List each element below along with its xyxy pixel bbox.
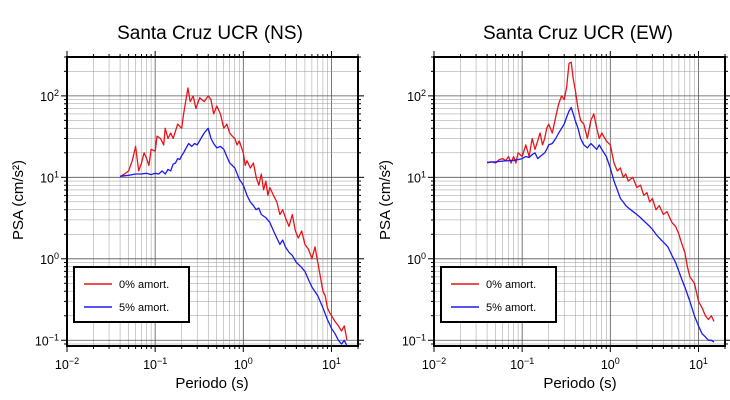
y-tick-label: 101 — [40, 169, 59, 185]
chart-title: Santa Cruz UCR (NS) — [117, 23, 303, 44]
legend: 0% amort. 5% amort. — [73, 266, 190, 323]
chart-ns-panel: Santa Cruz UCR (NS) Periodo (s) PSA (cm/… — [10, 23, 364, 392]
series-group — [486, 61, 715, 343]
series-group — [119, 87, 348, 347]
x-tick-label: 10−1 — [510, 356, 534, 372]
x-tick-label: 10−2 — [55, 356, 79, 372]
y-tick-label: 102 — [407, 88, 426, 104]
legend-box — [73, 266, 190, 323]
x-tick-label: 101 — [322, 356, 341, 372]
chart-ew-panel: Santa Cruz UCR (EW) Periodo (s) PSA (cm/… — [377, 23, 730, 392]
legend-label-0pct: 0% amort. — [486, 279, 536, 291]
legend-label-5pct: 5% amort. — [486, 302, 536, 314]
series-line-0pct — [486, 61, 715, 322]
x-axis-label: Periodo (s) — [543, 375, 616, 392]
y-tick-label: 100 — [407, 251, 426, 267]
y-tick-label: 100 — [40, 251, 59, 267]
x-tick-label: 101 — [689, 356, 708, 372]
y-tick-label: 10−1 — [35, 332, 59, 348]
series-line-0pct — [119, 87, 348, 341]
y-tick-label: 10−1 — [402, 332, 426, 348]
legend: 0% amort. 5% amort. — [440, 266, 557, 323]
x-tick-label: 10−2 — [422, 356, 446, 372]
y-axis-label: PSA (cm/s²) — [10, 160, 27, 240]
axis-ticks: 10−2 10−1 100 101 10−1 100 101 102 — [35, 51, 364, 372]
chart-title: Santa Cruz UCR (EW) — [483, 23, 673, 44]
legend-label-0pct: 0% amort. — [119, 279, 169, 291]
x-tick-label: 10−1 — [143, 356, 167, 372]
x-axis-label: Periodo (s) — [175, 375, 248, 392]
grid — [66, 56, 359, 346]
y-tick-label: 102 — [40, 88, 59, 104]
legend-box — [440, 266, 557, 323]
y-tick-label: 101 — [407, 169, 426, 185]
y-axis-label: PSA (cm/s²) — [377, 160, 394, 240]
x-tick-label: 100 — [601, 356, 620, 372]
series-line-5pct — [120, 127, 348, 347]
axis-ticks: 10−2 10−1 100 101 10−1 100 101 102 — [402, 51, 730, 372]
x-tick-label: 100 — [234, 356, 253, 372]
legend-label-5pct: 5% amort. — [119, 302, 169, 314]
series-line-5pct — [487, 106, 715, 343]
